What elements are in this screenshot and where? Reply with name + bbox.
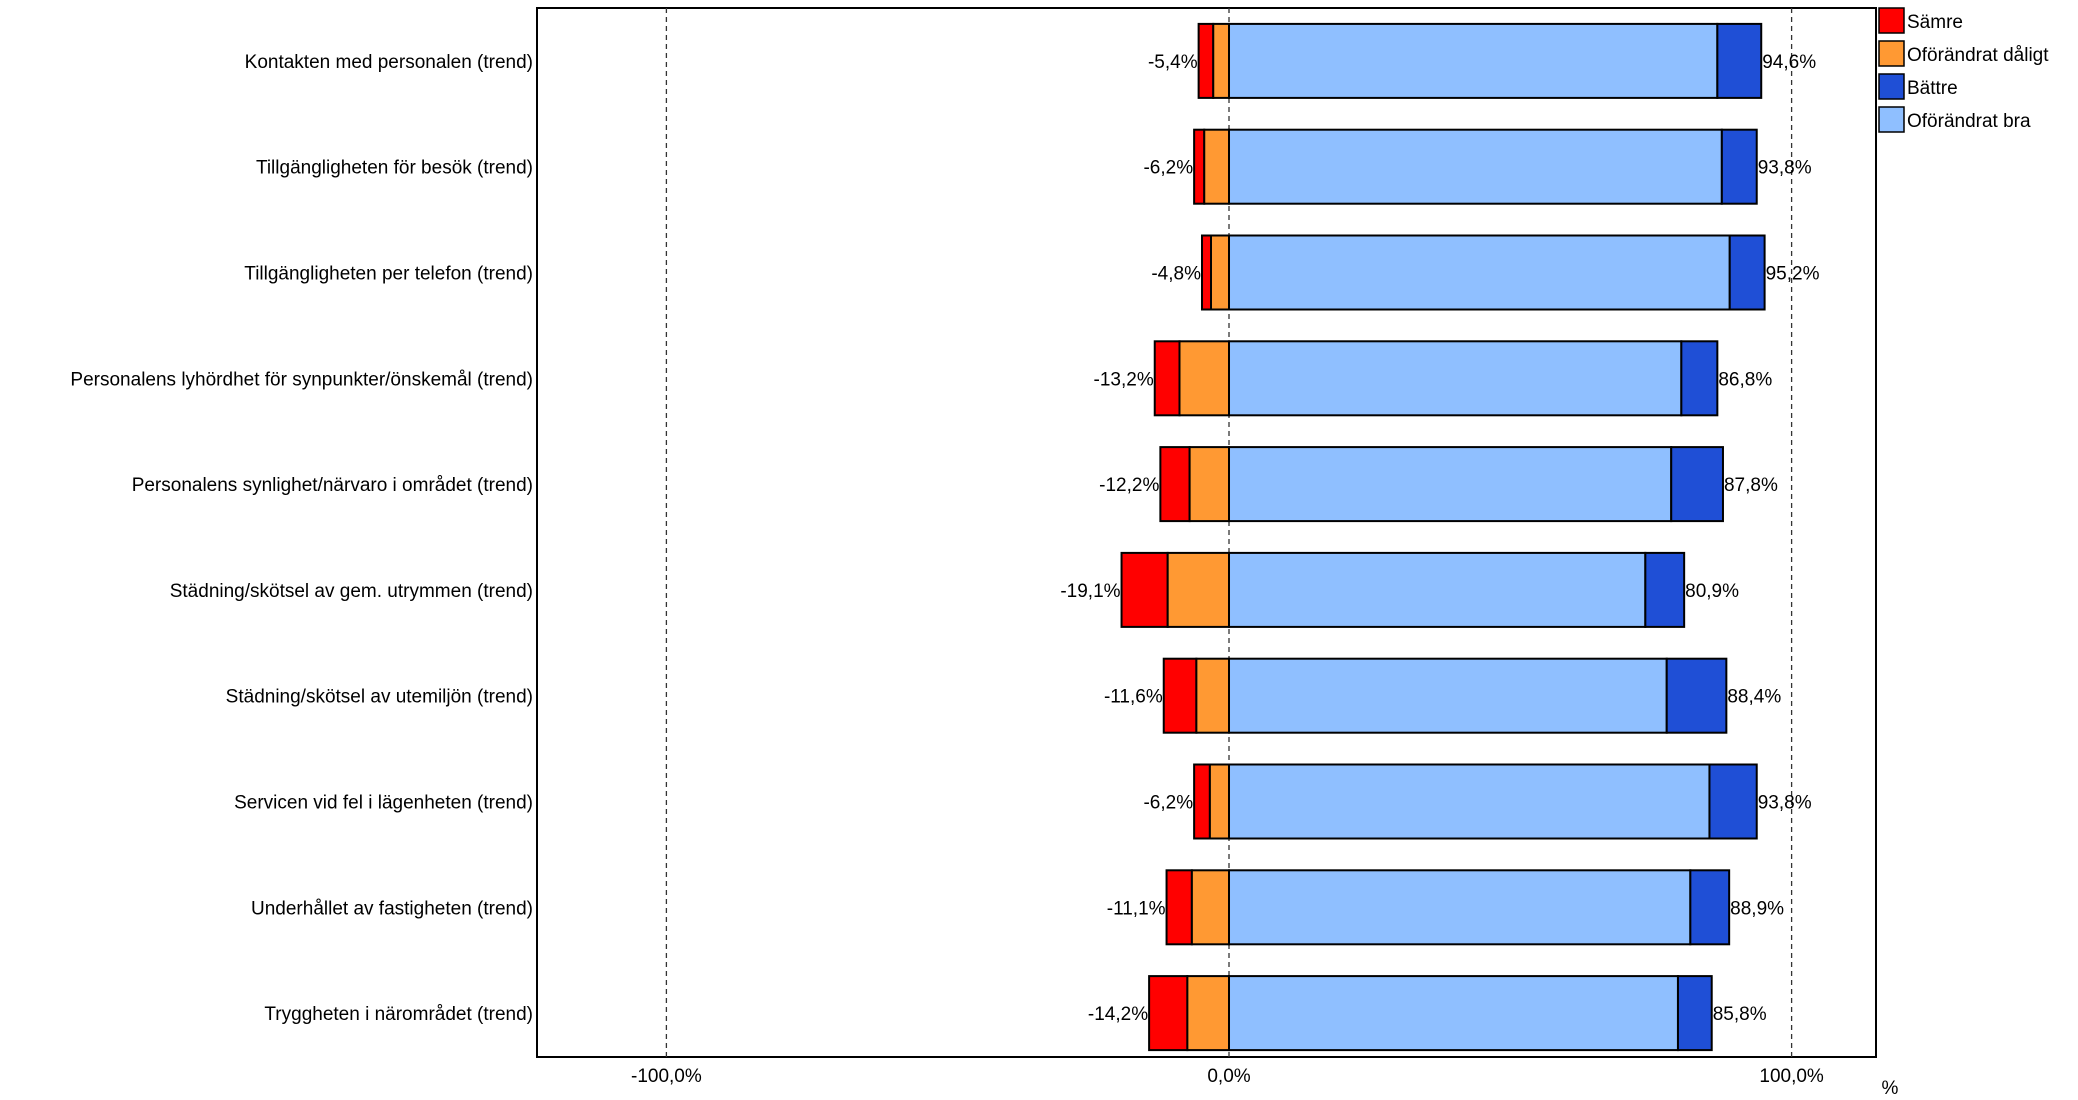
category-label: Underhållet av fastigheten (trend) — [251, 898, 533, 919]
category-label: Kontakten med personalen (trend) — [245, 52, 533, 73]
bar-segment-bättre — [1665, 657, 1728, 734]
category-label: Städning/skötsel av gem. utrymmen (trend… — [170, 581, 533, 602]
bar-segment-oförändrat-bra — [1228, 763, 1711, 840]
category-label: Tillgängligheten för besök (trend) — [256, 158, 533, 179]
bar-segment-sämre — [1162, 657, 1198, 734]
positive-total-label: 94,6% — [1762, 52, 1816, 73]
positive-total-label: 86,8% — [1718, 369, 1772, 390]
legend-swatch — [1878, 106, 1905, 133]
negative-total-label: -13,2% — [1094, 369, 1154, 390]
bar-segment-oförändrat-dåligt — [1178, 340, 1231, 417]
positive-total-label: 95,2% — [1766, 264, 1820, 285]
category-label: Tillgängligheten per telefon (trend) — [244, 264, 533, 285]
legend-label: Oförändrat bra — [1907, 111, 2031, 132]
bar-segment-bättre — [1720, 128, 1758, 205]
bar-segment-bättre — [1644, 551, 1686, 628]
legend-label: Oförändrat dåligt — [1907, 45, 2049, 66]
bar-segment-bättre — [1689, 869, 1731, 946]
bar-segment-sämre — [1120, 551, 1169, 628]
bar-segment-sämre — [1197, 22, 1215, 99]
bar-segment-oförändrat-bra — [1228, 551, 1647, 628]
bar-segment-oförändrat-bra — [1228, 22, 1719, 99]
bar-segment-bättre — [1680, 340, 1719, 417]
category-label: Städning/skötsel av utemiljön (trend) — [226, 687, 533, 708]
bar-segment-bättre — [1676, 975, 1713, 1052]
bar-segment-oförändrat-bra — [1228, 340, 1683, 417]
bar-segment-oförändrat-dåligt — [1166, 551, 1231, 628]
bar-segment-oförändrat-bra — [1228, 234, 1731, 311]
bar-segment-oförändrat-bra — [1228, 128, 1723, 205]
legend-swatch — [1878, 73, 1905, 100]
bar-segment-sämre — [1148, 975, 1189, 1052]
legend-label: Bättre — [1907, 78, 1958, 99]
bar-segment-oförändrat-bra — [1228, 869, 1692, 946]
bar-segment-bättre — [1708, 763, 1758, 840]
bar-segment-bättre — [1716, 22, 1763, 99]
category-label: Tryggheten i närområdet (trend) — [264, 1004, 533, 1025]
bar-segment-oförändrat-dåligt — [1188, 446, 1231, 523]
negative-total-label: -12,2% — [1099, 475, 1159, 496]
positive-total-label: 80,9% — [1685, 581, 1739, 602]
negative-total-label: -14,2% — [1088, 1004, 1148, 1025]
negative-total-label: -6,2% — [1143, 793, 1193, 814]
bar-segment-sämre — [1193, 763, 1211, 840]
negative-total-label: -11,6% — [1104, 687, 1163, 708]
negative-total-label: -11,1% — [1107, 898, 1166, 919]
x-tick-label: 100,0% — [1759, 1066, 1824, 1087]
bar-segment-sämre — [1153, 340, 1181, 417]
bar-segment-oförändrat-dåligt — [1208, 763, 1231, 840]
category-label: Personalens synlighet/närvaro i området … — [132, 475, 533, 496]
positive-total-label: 88,9% — [1730, 898, 1784, 919]
bar-segment-oförändrat-bra — [1228, 657, 1668, 734]
category-label: Servicen vid fel i lägenheten (trend) — [234, 793, 533, 814]
bar-segment-oförändrat-dåligt — [1210, 234, 1231, 311]
negative-total-label: -5,4% — [1148, 52, 1198, 73]
negative-total-label: -19,1% — [1060, 581, 1120, 602]
bar-segment-oförändrat-dåligt — [1203, 128, 1231, 205]
bar-segment-oförändrat-dåligt — [1195, 657, 1231, 734]
bar-segment-bättre — [1728, 234, 1766, 311]
plot-frame — [536, 7, 1877, 1058]
bar-segment-sämre — [1193, 128, 1206, 205]
positive-total-label: 93,8% — [1758, 793, 1812, 814]
bar-segment-sämre — [1165, 869, 1193, 946]
positive-total-label: 93,8% — [1758, 158, 1812, 179]
positive-total-label: 85,8% — [1713, 1004, 1767, 1025]
bar-segment-bättre — [1670, 446, 1724, 523]
bar-segment-oförändrat-bra — [1228, 975, 1679, 1052]
x-axis-label: % — [1882, 1078, 1899, 1099]
positive-total-label: 87,8% — [1724, 475, 1778, 496]
category-label: Personalens lyhördhet för synpunkter/öns… — [70, 369, 533, 390]
bar-segment-oförändrat-bra — [1228, 446, 1673, 523]
positive-total-label: 88,4% — [1727, 687, 1781, 708]
legend-swatch — [1878, 40, 1905, 67]
bar-segment-sämre — [1159, 446, 1191, 523]
negative-total-label: -6,2% — [1143, 158, 1193, 179]
x-tick-label: -100,0% — [631, 1066, 702, 1087]
x-tick-label: 0,0% — [1207, 1066, 1250, 1087]
bar-segment-oförändrat-dåligt — [1186, 975, 1231, 1052]
bar-segment-oförändrat-dåligt — [1190, 869, 1231, 946]
legend-label: Sämre — [1907, 12, 1963, 33]
negative-total-label: -4,8% — [1151, 264, 1201, 285]
bar-segment-oförändrat-dåligt — [1212, 22, 1231, 99]
legend-swatch — [1878, 7, 1905, 34]
bar-segment-sämre — [1200, 234, 1213, 311]
